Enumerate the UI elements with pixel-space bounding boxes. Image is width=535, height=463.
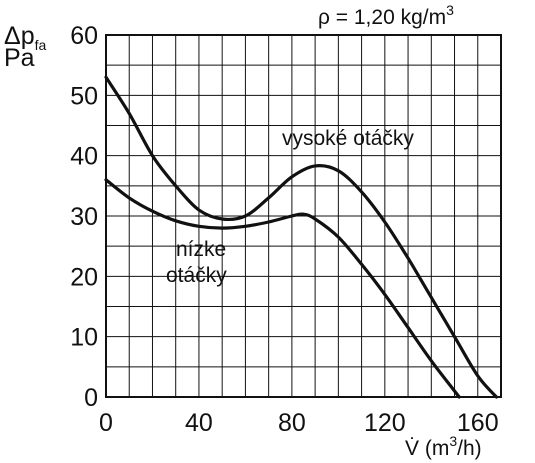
curve-low-speed	[104, 178, 461, 399]
curve-high-speed	[104, 75, 498, 399]
x-tick-label: 40	[185, 409, 213, 437]
y-axis-unit: Pa	[4, 44, 35, 72]
x-tick-label: 160	[457, 409, 499, 437]
x-tick-label: 120	[364, 409, 406, 437]
label-low-speed-line1: nízke	[176, 238, 226, 261]
y-tick-label: 40	[70, 143, 98, 171]
y-tick-label: 50	[70, 82, 98, 110]
y-tick-label: 10	[70, 324, 98, 352]
grid	[106, 35, 501, 397]
x-axis-label: V̇ (m3/h)	[405, 433, 482, 460]
label-high-speed: vysoké otáčky	[282, 127, 414, 150]
y-tick-label: 60	[70, 22, 98, 50]
x-tick-labels: 0 40 80 120 160	[99, 409, 499, 437]
x-tick-label: 0	[99, 409, 113, 437]
y-axis-label: Δpfa	[4, 22, 46, 53]
y-tick-labels: 0 10 20 30 40 50 60	[70, 22, 98, 412]
density-annotation: ρ = 1,20 kg/m3	[318, 2, 454, 29]
curves	[104, 75, 498, 399]
y-tick-label: 30	[70, 203, 98, 231]
y-tick-label: 20	[70, 263, 98, 291]
plot-frame	[105, 34, 502, 398]
y-tick-label: 0	[84, 384, 98, 412]
label-low-speed-line2: otáčky	[166, 264, 227, 287]
x-tick-label: 80	[278, 409, 306, 437]
